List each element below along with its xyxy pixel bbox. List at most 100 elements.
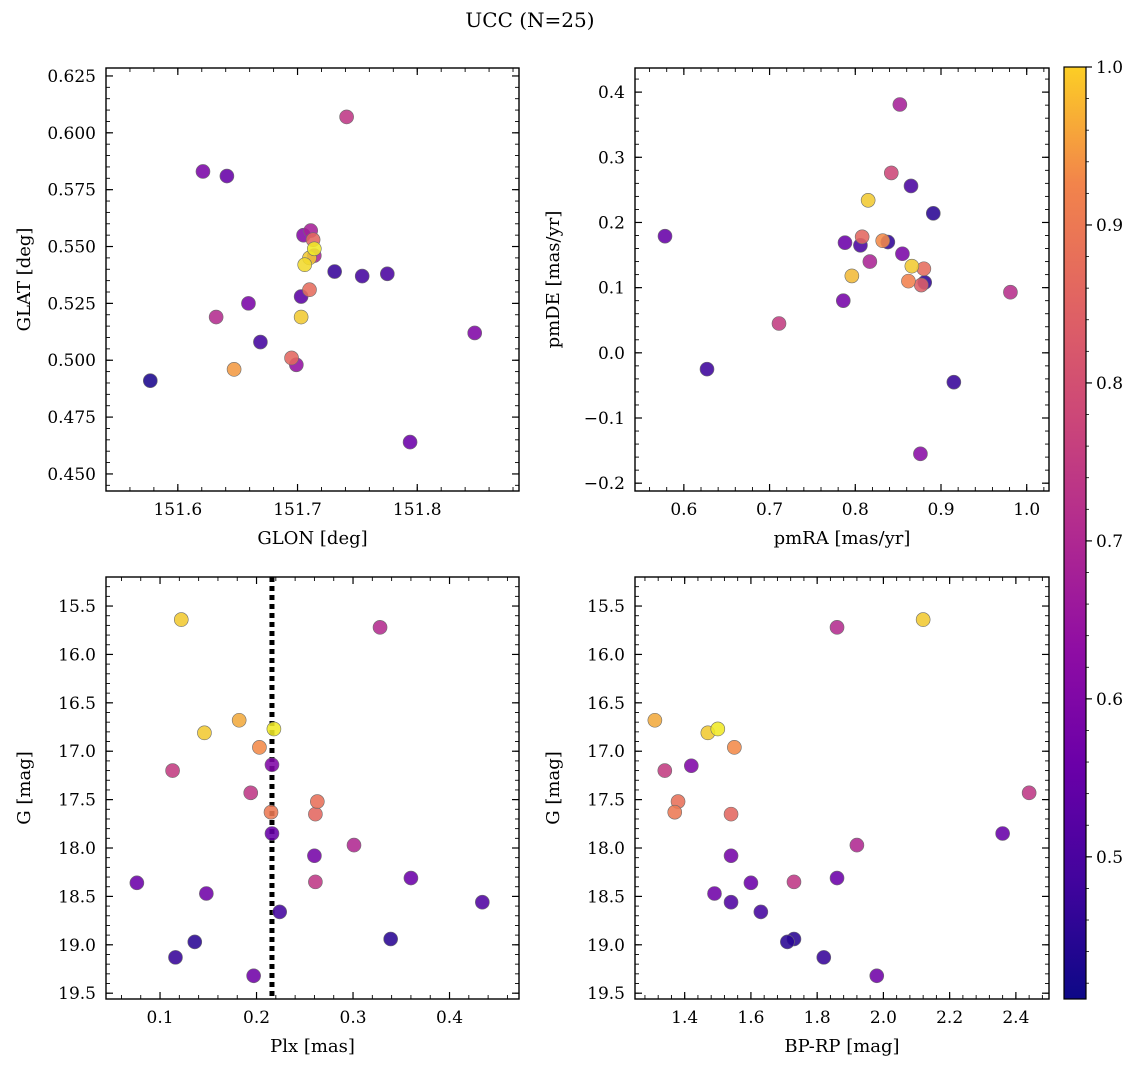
data-point-19 xyxy=(199,886,214,901)
y-tick-label: 17.0 xyxy=(58,742,96,762)
data-point-8 xyxy=(875,233,891,249)
data-point-14 xyxy=(346,837,362,853)
data-point-22 xyxy=(383,931,398,947)
data-point-2 xyxy=(195,164,211,179)
data-point-24 xyxy=(168,950,183,965)
data-point-20 xyxy=(253,334,268,350)
data-point-12 xyxy=(308,806,323,822)
data-point-17 xyxy=(901,273,916,289)
data-point-23 xyxy=(780,934,795,950)
data-point-6 xyxy=(657,228,673,244)
x-tick-label: 0.4 xyxy=(436,1008,463,1028)
data-point-11 xyxy=(667,804,683,820)
y-tick-label: 16.5 xyxy=(58,694,96,714)
data-point-11 xyxy=(327,264,342,279)
data-point-17 xyxy=(308,874,323,890)
axes-frame xyxy=(634,576,1050,1000)
data-point-4 xyxy=(710,721,726,737)
y-tick-label: 19.5 xyxy=(58,984,96,1004)
data-point-25 xyxy=(869,968,885,984)
colorbar-tick-label: 0.7 xyxy=(1096,532,1123,552)
data-point-19 xyxy=(467,325,483,341)
y-axis-label: G [mag] xyxy=(14,751,35,824)
colorbar-tick-label: 1.0 xyxy=(1096,58,1123,78)
data-point-23 xyxy=(226,362,242,377)
data-point-14 xyxy=(302,282,317,298)
y-tick-label: 0.1 xyxy=(598,279,625,299)
data-point-9 xyxy=(1021,785,1037,801)
y-tick-label: 16.0 xyxy=(58,645,96,665)
data-point-13 xyxy=(264,826,280,841)
data-point-11 xyxy=(263,804,279,820)
y-tick-label: 15.5 xyxy=(58,597,96,617)
data-point-6 xyxy=(252,740,267,755)
data-point-16 xyxy=(241,296,256,311)
data-point-23 xyxy=(187,934,203,950)
y-tick-label: 19.0 xyxy=(587,936,625,956)
data-point-7 xyxy=(264,757,280,773)
data-point-25 xyxy=(402,434,418,450)
data-point-1 xyxy=(339,109,354,125)
y-axis-label: pmDE [mas/yr] xyxy=(543,211,564,349)
y-tick-label: 0.525 xyxy=(47,294,96,314)
data-point-21 xyxy=(753,904,769,920)
data-point-15 xyxy=(916,261,932,277)
colorbar: 0.5 0.6 0.7 0.8 0.9 1.0 xyxy=(1063,58,1123,1000)
x-axis-label: pmRA [mas/yr] xyxy=(774,528,911,549)
data-point-23 xyxy=(699,361,715,377)
data-point-24 xyxy=(946,374,962,390)
data-point-17 xyxy=(786,874,802,890)
data-point-18 xyxy=(129,875,145,891)
y-tick-label: 0.575 xyxy=(47,181,96,201)
data-point-14 xyxy=(904,258,920,274)
data-point-16 xyxy=(403,870,419,886)
colorbar-tick-label: 0.8 xyxy=(1096,374,1123,394)
y-tick-label: 0.3 xyxy=(598,148,625,168)
data-point-25 xyxy=(246,968,261,984)
x-tick-label: 0.3 xyxy=(340,1008,367,1028)
data-point-6 xyxy=(727,740,742,755)
figure-title: UCC (N=25) xyxy=(465,8,594,32)
y-tick-label: 18.5 xyxy=(587,887,625,907)
data-point-24 xyxy=(816,950,832,965)
data-point-1 xyxy=(892,97,908,112)
x-tick-label: 0.6 xyxy=(670,500,697,520)
data-point-13 xyxy=(862,254,878,269)
scatter-panel-3: 0.1 0.2 0.3 0.4 15.5 16.0 16.5 17.0 17.5 18.0 18.5… xyxy=(14,576,520,1057)
y-tick-label: 0.2 xyxy=(598,213,625,233)
data-point-3 xyxy=(231,712,247,728)
y-tick-label: 19.5 xyxy=(587,984,625,1004)
y-tick-label: 18.5 xyxy=(58,887,96,907)
data-point-19 xyxy=(913,277,929,293)
scatter-panel-2: 0.6 0.7 0.8 0.9 1.0 −0.2 −0.1 0.0 0.1 0.2 0.3 0.4 pm… xyxy=(543,67,1050,549)
x-tick-label: 0.7 xyxy=(756,500,783,520)
panels: 151.6 151.7 151.8 0.450 0.475 0.500 0.525 0.550… xyxy=(14,67,1050,1057)
y-tick-label: 18.0 xyxy=(58,839,96,859)
data-point-2 xyxy=(883,165,899,181)
data-point-21 xyxy=(284,350,299,366)
data-point-20 xyxy=(723,894,739,910)
data-point-7 xyxy=(854,229,870,245)
axes-frame xyxy=(105,67,520,492)
y-tick-label: −0.1 xyxy=(584,409,625,429)
data-point-10 xyxy=(837,235,853,250)
colorbar-tick-label: 0.6 xyxy=(1096,690,1123,710)
data-point-21 xyxy=(835,293,851,308)
data-point-12 xyxy=(895,246,910,262)
data-point-12 xyxy=(723,806,739,822)
data-point-13 xyxy=(995,826,1010,841)
data-point-4 xyxy=(266,721,282,737)
y-tick-label: 17.5 xyxy=(587,791,625,811)
x-tick-label: 2.4 xyxy=(1002,1008,1029,1028)
data-point-9 xyxy=(243,785,259,801)
data-point-1 xyxy=(915,612,931,627)
x-tick-label: 0.8 xyxy=(842,500,869,520)
scatter-panel-1: 151.6 151.7 151.8 0.450 0.475 0.500 0.525 0.550… xyxy=(14,67,520,549)
x-tick-label: 0.9 xyxy=(927,500,954,520)
y-tick-label: 0.450 xyxy=(47,465,96,485)
scatter-panel-4: 1.4 1.6 1.8 2.0 2.2 2.4 15.5 16.0 16.5 17.0 17.5 18… xyxy=(543,576,1050,1057)
axes-frame xyxy=(105,576,520,1000)
data-point-1 xyxy=(173,612,189,627)
colorbar-tick-label: 0.9 xyxy=(1096,216,1123,236)
data-point-17 xyxy=(293,309,309,325)
